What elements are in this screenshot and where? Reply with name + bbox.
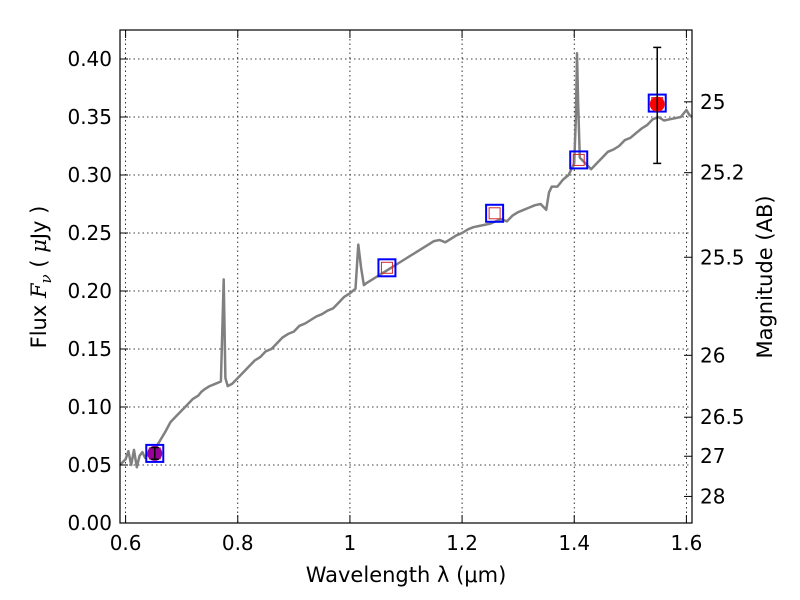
y-axis-label: Flux Fν ( μJy ) (27, 206, 55, 349)
model-point-box (485, 203, 505, 223)
magnitude-tick-label: 25.5 (700, 245, 745, 269)
magnitude-tick-label: 25 (700, 90, 725, 114)
x-tick-label: 0.6 (110, 531, 142, 555)
grid-lines (120, 30, 692, 524)
x-tick-label: 1 (344, 531, 357, 555)
model-point-box (377, 258, 397, 278)
y-axis-label-open: ( (27, 253, 51, 275)
y-tick-label: 0.20 (67, 279, 112, 303)
y-axis-label-mu: μ (27, 239, 51, 253)
magnitude-tick-label: 28 (700, 484, 725, 508)
y-tick-label: 0.30 (67, 163, 112, 187)
y-axis-label-flux: Flux (27, 298, 51, 348)
x-tick-label: 0.8 (222, 531, 254, 555)
y-axis-label-unit: Jy ) (27, 206, 51, 242)
plot-frame (119, 29, 693, 524)
y-tick-label: 0.00 (67, 511, 112, 535)
y-tick-labels: 0.00 0.05 0.10 0.15 0.20 0.25 0.30 0.35 0.40 (67, 47, 112, 535)
spectrum-line (119, 51, 693, 469)
model-point-inner (572, 153, 585, 166)
spectrum-layer (119, 51, 693, 469)
magnitude-tick-label: 27 (700, 444, 725, 468)
x-tick-labels: 0.6 0.8 1 1.2 1.4 1.6 (110, 531, 703, 555)
model-point-inner (380, 261, 393, 274)
model-point-box (145, 443, 165, 463)
x-axis-label: Wavelength λ (μm) (306, 563, 507, 587)
observed-points-layer (147, 46, 665, 461)
y-tick-label: 0.10 (67, 395, 112, 419)
magnitude-tick-labels: 25 25.2 25.5 26 26.5 27 28 (700, 90, 745, 509)
y-tick-label: 0.40 (67, 47, 112, 71)
y2-axis-label: Magnitude (AB) (753, 195, 777, 358)
model-point-box (569, 150, 589, 170)
magnitude-tick-label: 26 (700, 343, 725, 367)
x-tick-label: 1.6 (670, 531, 702, 555)
x-tick-label: 1.4 (558, 531, 590, 555)
model-point-inner (488, 207, 501, 220)
axis-ticks (120, 30, 692, 524)
y-tick-label: 0.25 (67, 221, 112, 245)
magnitude-tick-label: 25.2 (700, 161, 745, 185)
y-tick-label: 0.05 (67, 453, 112, 477)
magnitude-tick-label: 26.5 (700, 405, 745, 429)
y-axis-label-nu: ν (37, 274, 55, 283)
y-tick-label: 0.15 (67, 337, 112, 361)
x-tick-label: 1.2 (446, 531, 478, 555)
y-tick-label: 0.35 (67, 105, 112, 129)
y-axis-label-f: F (27, 282, 51, 299)
